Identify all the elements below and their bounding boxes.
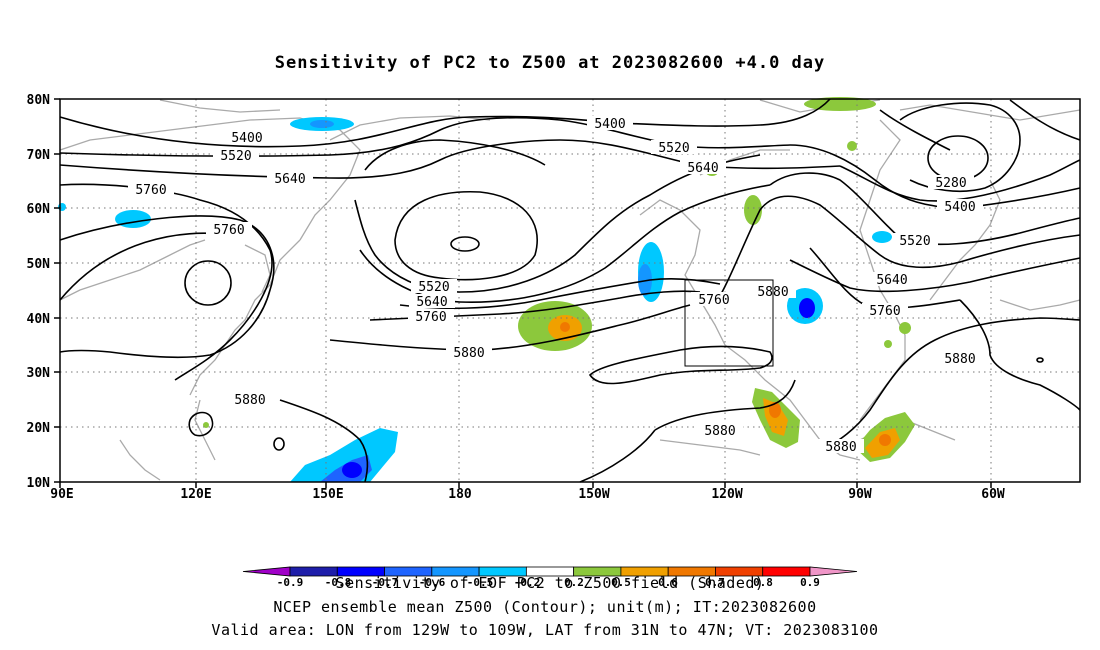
y-tick-label: 80N <box>27 93 51 108</box>
contour-label: 5400 <box>594 117 625 132</box>
contour-label: 5880 <box>944 352 975 367</box>
colorbar <box>242 566 858 577</box>
contour-label: 5640 <box>876 273 907 288</box>
colorbar-label: 0.2 <box>564 576 584 589</box>
y-tick-label: 10N <box>27 476 51 491</box>
contour-label: 5760 <box>869 304 900 319</box>
x-tick-label: 120W <box>711 487 742 502</box>
y-tick-label: 30N <box>27 366 51 381</box>
colorbar-label: 0.8 <box>753 576 773 589</box>
footer-line-1: Sensitivity of EOF PC2 to Z500 field (Sh… <box>336 574 765 592</box>
contour-label: 5760 <box>415 310 446 325</box>
colorbar-segment <box>762 566 811 577</box>
colorbar-label: -0.2 <box>514 576 541 589</box>
colorbar-label: -0.6 <box>419 576 446 589</box>
footer-line-3: Valid area: LON from 129W to 109W, LAT f… <box>211 621 878 639</box>
x-tick-label: 150E <box>312 487 343 502</box>
contour-label: 5640 <box>687 161 718 176</box>
colorbar-label: -0.5 <box>467 576 494 589</box>
x-tick-label: 90E <box>50 487 73 502</box>
contour-labels: 5400 5520 5640 5760 5760 5400 5520 5640 … <box>128 116 983 455</box>
colorbar-label: -0.7 <box>372 576 399 589</box>
contour-label: 5520 <box>418 280 449 295</box>
colorbar-label: 0.6 <box>658 576 678 589</box>
colorbar-label: 0.5 <box>611 576 631 589</box>
contour-label: 5520 <box>220 149 251 164</box>
contour-label: 5520 <box>899 234 930 249</box>
contour-label: 5760 <box>213 223 244 238</box>
x-tick-label: 90W <box>848 487 872 502</box>
y-tick-label: 70N <box>27 148 51 163</box>
contour-label: 5520 <box>658 141 689 156</box>
contour-label: 5760 <box>698 293 729 308</box>
contour-label: 5880 <box>704 424 735 439</box>
contour-label: 5640 <box>274 172 305 187</box>
colorbar-label: -0.9 <box>277 576 304 589</box>
contour-label: 5280 <box>935 176 966 191</box>
contour-label: 5880 <box>453 346 484 361</box>
colorbar-label: 0.9 <box>800 576 820 589</box>
contour-label: 5880 <box>825 440 856 455</box>
z500-contours <box>59 98 1081 483</box>
chart-title: Sensitivity of PC2 to Z500 at 2023082600… <box>275 53 826 73</box>
x-tick-label: 60W <box>981 487 1005 502</box>
x-tick-label: 120E <box>180 487 211 502</box>
y-tick-label: 40N <box>27 312 51 327</box>
colorbar-label: 0.7 <box>705 576 725 589</box>
contour-label: 5880 <box>234 393 265 408</box>
x-tick-label: 180 <box>448 487 472 502</box>
colorbar-labels: -0.9 -0.8 -0.7 -0.6 -0.5 -0.2 0.2 0.5 0.… <box>277 576 820 589</box>
contour-label: 5640 <box>416 295 447 310</box>
colorbar-segment <box>242 566 291 577</box>
colorbar-segment <box>289 566 338 577</box>
map-frame <box>59 98 1081 483</box>
x-tick-label: 150W <box>578 487 609 502</box>
y-tick-label: 20N <box>27 421 51 436</box>
colorbar-segment <box>809 566 858 577</box>
y-tick-label: 60N <box>27 202 51 217</box>
contour-label: 5760 <box>135 183 166 198</box>
contour-label: 5400 <box>944 200 975 215</box>
y-tick-label: 50N <box>27 257 51 272</box>
axis-ticks <box>54 98 992 488</box>
contour-label: 5400 <box>231 131 262 146</box>
valid-area-box <box>684 279 774 367</box>
colorbar-label: -0.8 <box>325 576 352 589</box>
footer-line-2: NCEP ensemble mean Z500 (Contour); unit(… <box>273 598 816 616</box>
